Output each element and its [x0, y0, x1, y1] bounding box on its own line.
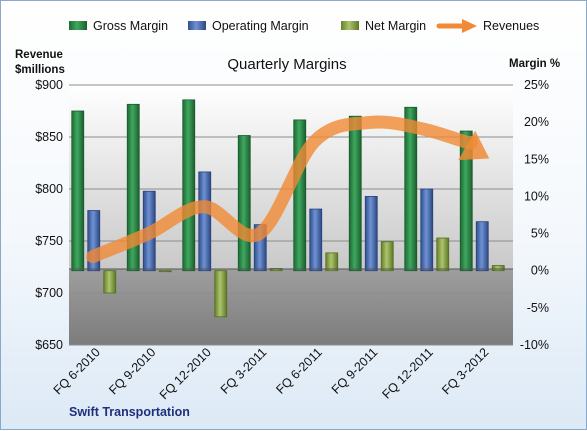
legend-label-net-margin: Net Margin — [365, 19, 426, 33]
left-tick-label: $650 — [35, 338, 63, 352]
bar-gross-margin — [404, 106, 418, 272]
right-axis-title: Margin % — [509, 58, 560, 70]
bar-net-margin — [380, 241, 394, 272]
bar-net-margin — [158, 270, 172, 273]
bar-gross-margin — [71, 110, 85, 272]
left-tick-label: $700 — [35, 286, 63, 300]
bar-net-margin — [214, 270, 228, 318]
plot-floor — [69, 269, 513, 345]
legend-label-gross-margin: Gross Margin — [93, 19, 168, 33]
bar-operating-margin — [198, 171, 212, 272]
legend-swatch-revenues — [436, 19, 477, 33]
right-tick-label: 10% — [524, 189, 549, 203]
left-tick-label: $750 — [35, 234, 63, 248]
x-tick-label: FQ 12-2010 — [157, 345, 214, 402]
revenue-line — [86, 115, 478, 264]
bar-net-margin — [103, 270, 117, 294]
x-tick-label: FQ 3-2011 — [218, 345, 270, 397]
right-tick-label: -10% — [520, 338, 549, 352]
right-tick-label: 25% — [524, 78, 549, 92]
bar-gross-margin — [293, 119, 307, 272]
bar-net-margin — [491, 265, 505, 272]
left-tick-label: $900 — [35, 78, 63, 92]
bar-gross-margin — [182, 99, 196, 272]
legend-swatch-net-margin — [341, 21, 359, 30]
left-axis-title-line1: Revenue — [15, 49, 63, 61]
left-axis-title-line2: $millions — [15, 64, 65, 76]
bar-net-margin — [325, 252, 339, 272]
left-tick-label: $800 — [35, 182, 63, 196]
right-tick-label: 20% — [524, 115, 549, 129]
right-tick-label: 15% — [524, 152, 549, 166]
legend-label-operating-margin: Operating Margin — [212, 19, 309, 33]
bar-gross-margin — [237, 135, 251, 272]
bar-net-margin — [436, 237, 450, 272]
plot-area — [69, 84, 513, 346]
x-tick-label: FQ 9-2011 — [329, 345, 381, 397]
bar-operating-margin — [364, 196, 378, 272]
bar-gross-margin — [348, 115, 362, 272]
legend: Gross Margin Operating Margin Net Margin… — [69, 19, 539, 33]
bar-net-margin — [269, 268, 283, 272]
company-label: Swift Transportation — [69, 405, 190, 419]
legend-swatch-operating-margin — [188, 21, 206, 30]
bar-operating-margin — [475, 221, 489, 272]
bar-operating-margin — [420, 188, 434, 272]
legend-label-revenues: Revenues — [483, 19, 539, 33]
x-tick-label: FQ 12-2011 — [379, 345, 435, 401]
x-tick-label: FQ 9-2010 — [106, 345, 158, 397]
revenue-arrowhead — [458, 130, 490, 161]
right-axis-ticks: -10% -5% 0% 5% 10% 15% 20% 25% — [520, 78, 549, 352]
left-axis-ticks: $650 $700 $750 $800 $850 $900 — [35, 78, 63, 352]
x-tick-label: FQ 6-2011 — [273, 345, 325, 397]
right-tick-label: 0% — [531, 264, 549, 278]
x-tick-label: FQ 3-2012 — [439, 345, 491, 397]
x-tick-label: FQ 6-2010 — [51, 345, 103, 397]
right-tick-label: 5% — [531, 227, 549, 241]
chart-title: Quarterly Margins — [227, 56, 346, 73]
bar-operating-margin — [309, 208, 323, 272]
bar-gross-margin — [459, 130, 473, 272]
legend-swatch-gross-margin — [69, 21, 87, 30]
right-tick-label: -5% — [527, 301, 549, 315]
left-tick-label: $850 — [35, 130, 63, 144]
bar-gross-margin — [126, 103, 140, 272]
